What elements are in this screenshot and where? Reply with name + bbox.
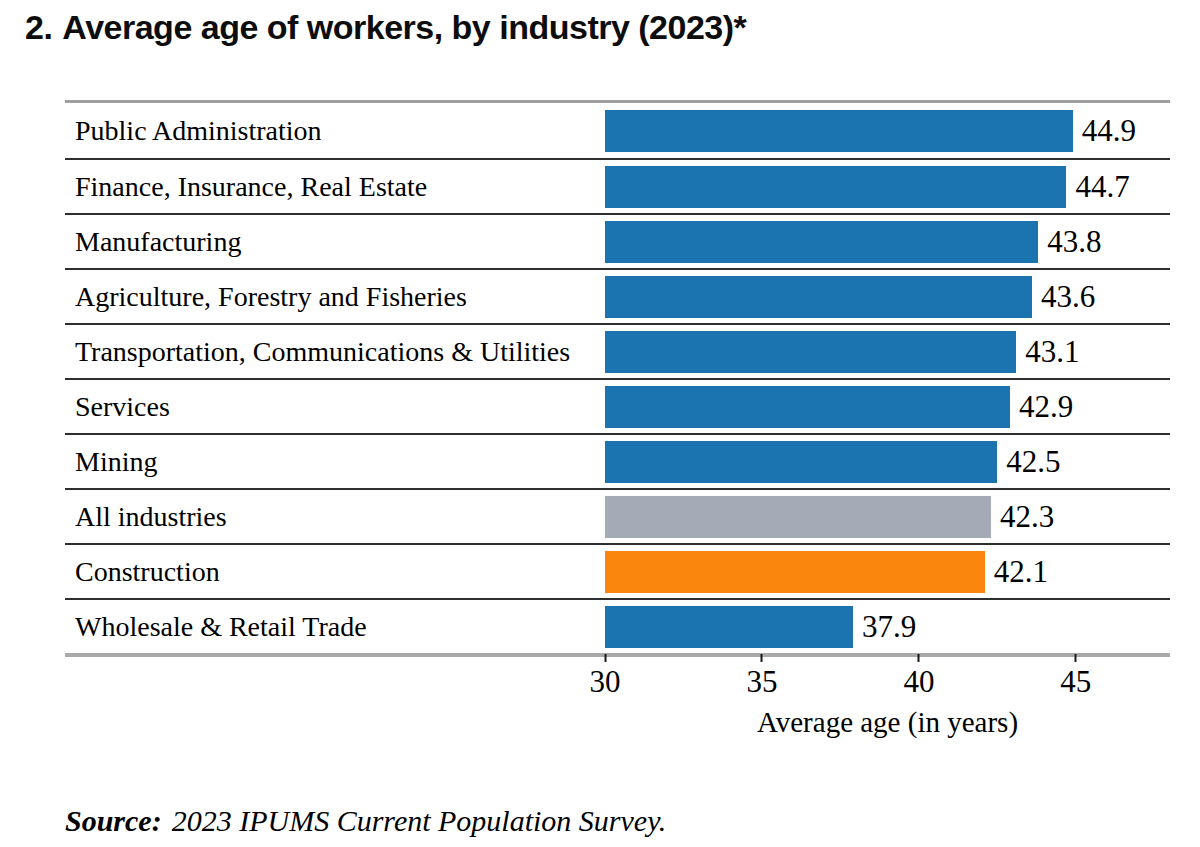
chart-row: Transportation, Communications & Utiliti… xyxy=(65,323,1170,378)
chart-row: Agriculture, Forestry and Fisheries 43.6 xyxy=(65,268,1170,323)
bar xyxy=(605,551,985,593)
chart-row: Wholesale & Retail Trade 37.9 xyxy=(65,598,1170,653)
bar-value-label: 42.5 xyxy=(1006,444,1060,480)
bar-cell: 42.5 xyxy=(605,435,1170,488)
tick-mark xyxy=(1075,654,1077,662)
chart-title-number: 2. xyxy=(25,8,52,46)
category-label: Public Administration xyxy=(65,115,605,147)
source-note: Source: 2023 IPUMS Current Population Sur… xyxy=(65,804,666,838)
category-label: Mining xyxy=(65,446,605,478)
chart-row: Construction 42.1 xyxy=(65,543,1170,598)
category-label: Agriculture, Forestry and Fisheries xyxy=(65,281,605,313)
bar-value-label: 44.7 xyxy=(1075,169,1129,205)
chart-row: Mining 42.5 xyxy=(65,433,1170,488)
category-label: Transportation, Communications & Utiliti… xyxy=(65,336,605,368)
chart-row: All industries 42.3 xyxy=(65,488,1170,543)
x-axis-tick: 30 xyxy=(590,654,621,700)
bar xyxy=(605,221,1038,263)
tick-mark xyxy=(761,654,763,662)
bar-value-label: 42.1 xyxy=(994,554,1048,590)
source-label: Source: xyxy=(65,804,162,837)
bar-value-label: 43.6 xyxy=(1041,279,1095,315)
x-axis-tick: 35 xyxy=(746,654,777,700)
bar-chart: Public Administration 44.9 Finance, Insura… xyxy=(65,100,1170,657)
category-label: All industries xyxy=(65,501,605,533)
bar xyxy=(605,331,1016,373)
bar xyxy=(605,386,1010,428)
bar-value-label: 37.9 xyxy=(862,609,916,645)
x-axis-tick: 40 xyxy=(903,654,934,700)
bar-value-label: 44.9 xyxy=(1082,113,1136,149)
bar-cell: 43.1 xyxy=(605,325,1170,378)
category-label: Services xyxy=(65,391,605,423)
bar-value-label: 42.9 xyxy=(1019,389,1073,425)
bar-cell: 37.9 xyxy=(605,600,1170,653)
chart-title: 2. Average age of workers, by industry (2… xyxy=(25,8,746,47)
bar-cell: 43.8 xyxy=(605,215,1170,268)
bar-cell: 44.7 xyxy=(605,160,1170,213)
chart-title-text: Average age of workers, by industry (202… xyxy=(62,8,746,46)
chart-row: Manufacturing 43.8 xyxy=(65,213,1170,268)
tick-mark xyxy=(918,654,920,662)
bar xyxy=(605,606,853,648)
bar-value-label: 42.3 xyxy=(1000,499,1054,535)
chart-row: Public Administration 44.9 xyxy=(65,103,1170,158)
tick-mark xyxy=(604,654,606,662)
bar xyxy=(605,166,1066,208)
category-label: Construction xyxy=(65,556,605,588)
bar xyxy=(605,496,991,538)
bar xyxy=(605,110,1073,152)
category-label: Finance, Insurance, Real Estate xyxy=(65,171,605,203)
bar-value-label: 43.1 xyxy=(1025,334,1079,370)
chart-row: Finance, Insurance, Real Estate 44.7 xyxy=(65,158,1170,213)
category-label: Wholesale & Retail Trade xyxy=(65,611,605,643)
bar-cell: 42.1 xyxy=(605,545,1170,598)
x-axis: 30354045 xyxy=(605,654,1170,710)
bar-cell: 43.6 xyxy=(605,270,1170,323)
bar xyxy=(605,441,997,483)
tick-label: 40 xyxy=(903,664,934,700)
bar-cell: 42.9 xyxy=(605,380,1170,433)
tick-label: 35 xyxy=(746,664,777,700)
tick-label: 30 xyxy=(590,664,621,700)
bar-value-label: 43.8 xyxy=(1047,224,1101,260)
category-label: Manufacturing xyxy=(65,226,605,258)
tick-label: 45 xyxy=(1060,664,1091,700)
source-text: 2023 IPUMS Current Population Survey. xyxy=(172,804,667,837)
bar-cell: 44.9 xyxy=(605,103,1170,158)
bar-cell: 42.3 xyxy=(605,490,1170,543)
x-axis-title: Average age (in years) xyxy=(605,706,1170,739)
bar xyxy=(605,276,1032,318)
x-axis-tick: 45 xyxy=(1060,654,1091,700)
chart-row: Services 42.9 xyxy=(65,378,1170,433)
